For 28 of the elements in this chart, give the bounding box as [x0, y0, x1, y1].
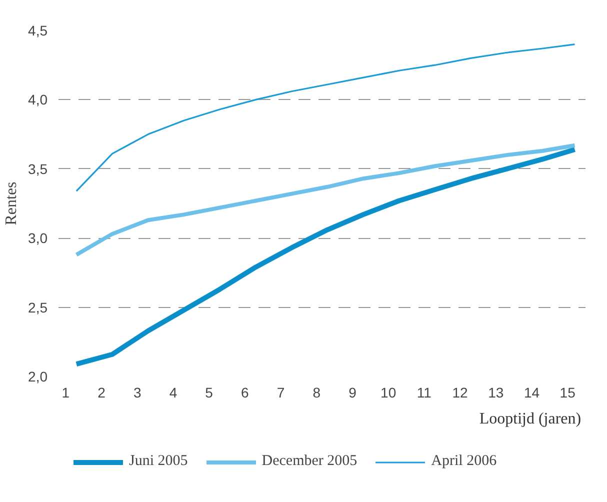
y-tick-label: 3,5 [28, 160, 48, 177]
x-tick-label: 9 [348, 384, 357, 400]
y-tick-label: 2,5 [28, 299, 48, 316]
x-tick-label: 3 [133, 384, 142, 400]
y-tick-label: 4,5 [28, 22, 48, 38]
x-tick-label: 14 [524, 384, 540, 400]
x-tick-label: 8 [312, 384, 321, 400]
y-axis-title: Rentes [3, 182, 20, 226]
x-tick-label: 6 [241, 384, 250, 400]
legend-label: April 2006 [431, 453, 497, 470]
x-tick-label: 1 [62, 384, 70, 400]
x-tick-label: 13 [488, 384, 504, 400]
x-tick-label: 15 [560, 384, 576, 400]
y-tick-label: 3,0 [28, 230, 48, 246]
x-axis-title: Looptijd (jaren) [479, 410, 582, 428]
x-tick-label: 10 [380, 384, 396, 400]
legend-label: December 2005 [262, 453, 358, 470]
y-tick-label: 4,0 [28, 92, 48, 108]
x-tick-label: 11 [416, 384, 432, 400]
x-tick-label: 5 [205, 384, 214, 400]
x-tick-label: 4 [169, 384, 178, 400]
x-tick-label: 2 [98, 384, 106, 400]
legend-label: Juni 2005 [129, 453, 188, 470]
x-tick-label: 12 [452, 384, 468, 400]
x-tick-label: 7 [276, 384, 285, 400]
line-series [74, 143, 577, 257]
line-series [76, 44, 576, 192]
y-tick-label: 2,0 [28, 368, 48, 384]
